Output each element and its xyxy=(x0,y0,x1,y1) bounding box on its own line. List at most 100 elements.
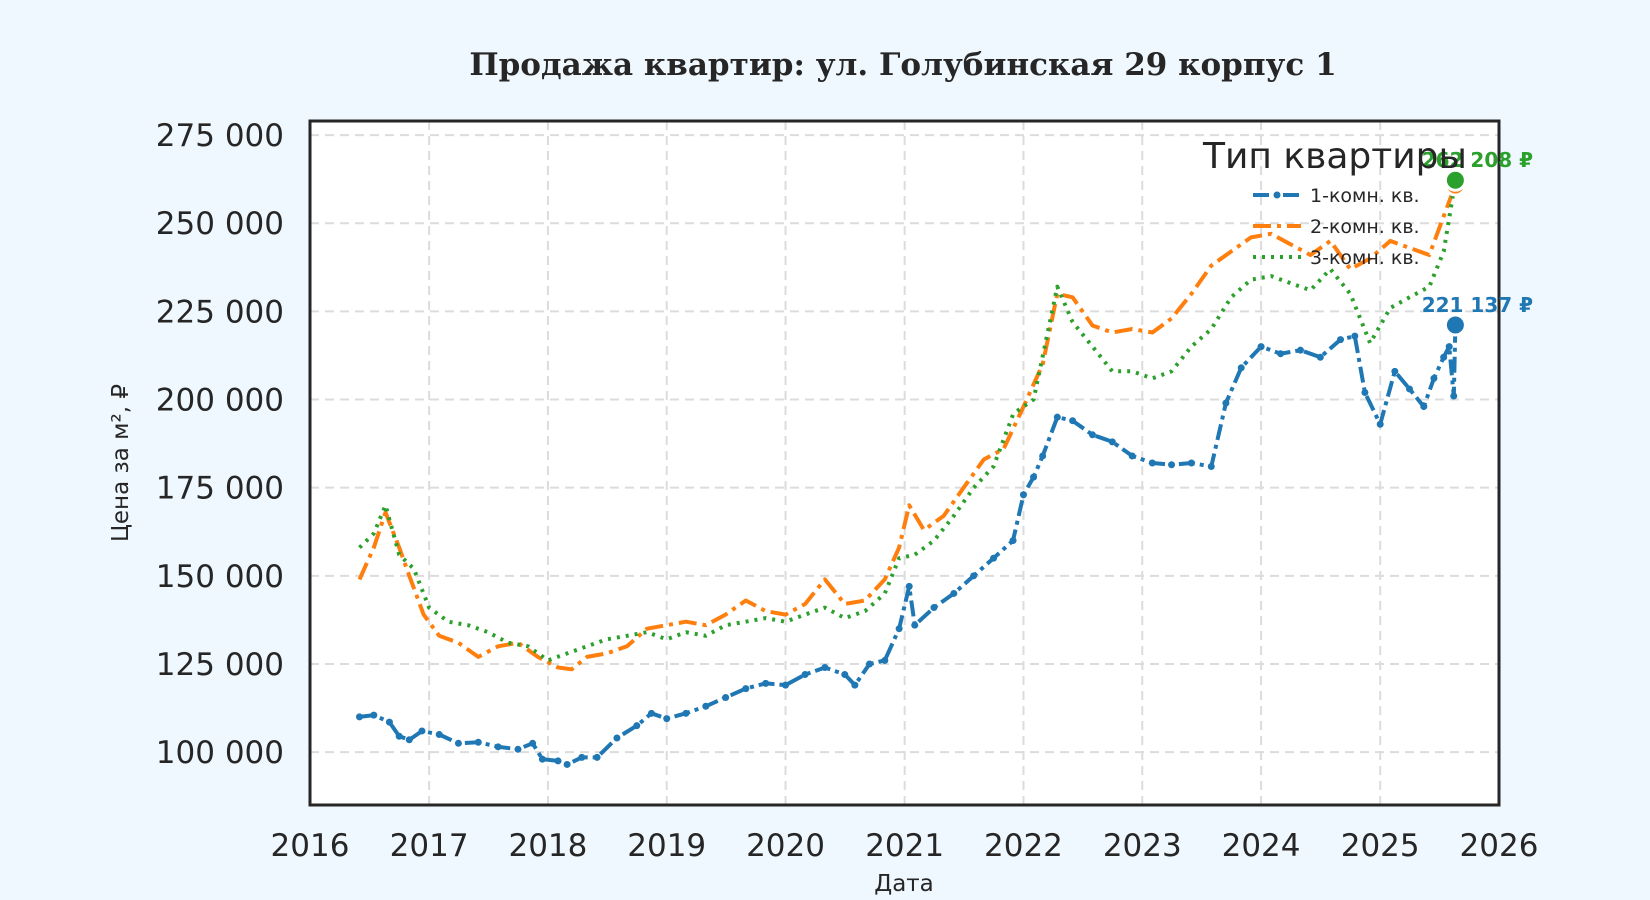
data-point xyxy=(1030,473,1038,481)
data-point xyxy=(1450,392,1458,400)
data-point xyxy=(1351,332,1359,340)
data-point xyxy=(1108,438,1116,446)
data-point xyxy=(682,709,690,717)
data-point xyxy=(1053,413,1061,421)
data-point xyxy=(1222,399,1230,407)
data-point xyxy=(1088,431,1096,439)
x-tick-label: 2016 xyxy=(271,828,350,864)
legend-label: 2-комн. кв. xyxy=(1310,216,1420,238)
data-point xyxy=(494,743,502,751)
data-point xyxy=(1420,403,1428,411)
data-point xyxy=(742,685,750,693)
x-tick-label: 2026 xyxy=(1460,828,1539,864)
data-point xyxy=(1445,343,1453,351)
data-point xyxy=(613,734,621,742)
y-tick-label: 250 000 xyxy=(156,206,284,242)
data-point xyxy=(663,715,671,723)
data-point xyxy=(1128,452,1136,460)
series-3-line xyxy=(358,179,1458,663)
data-point xyxy=(821,663,829,671)
data-point xyxy=(905,582,913,590)
series-2-line xyxy=(357,184,1458,672)
data-point xyxy=(474,738,482,746)
data-point xyxy=(647,709,655,717)
data-point xyxy=(866,660,874,668)
data-point xyxy=(1187,459,1195,467)
data-point xyxy=(895,625,903,633)
series-1-line xyxy=(355,321,1459,768)
data-point xyxy=(355,713,363,721)
data-point xyxy=(1019,491,1027,499)
x-tick-label: 2025 xyxy=(1341,828,1420,864)
data-point xyxy=(950,589,958,597)
y-axis-ticks: 100 000 125 000 150 000 175 000 200 000 225 0… xyxy=(156,118,284,771)
data-point xyxy=(851,681,859,689)
data-point xyxy=(1207,463,1215,471)
x-axis-label: Дата xyxy=(874,871,934,897)
data-point xyxy=(782,681,790,689)
legend-item-1: 1-комн. кв. xyxy=(1253,185,1420,207)
data-point xyxy=(722,693,730,701)
legend-label: 1-комн. кв. xyxy=(1310,185,1420,207)
data-point xyxy=(1430,374,1438,382)
data-point xyxy=(1039,452,1047,460)
plot-frame xyxy=(308,119,1501,807)
legend-label: 3-комн. кв. xyxy=(1310,247,1420,269)
data-point xyxy=(418,727,426,735)
data-point xyxy=(1296,346,1304,354)
data-point xyxy=(633,722,641,730)
data-point xyxy=(1277,350,1285,358)
chart-title: Продажа квартир: ул. Голубинская 29 корп… xyxy=(469,47,1336,83)
data-point xyxy=(970,572,978,580)
y-tick-label: 150 000 xyxy=(156,559,284,595)
data-point xyxy=(1237,364,1245,372)
y-axis-label: Цена за м², ₽ xyxy=(108,384,134,542)
data-point xyxy=(514,745,522,753)
data-point xyxy=(370,711,378,719)
data-point xyxy=(1257,343,1265,351)
last-value-label: 221 137 ₽ xyxy=(1422,293,1533,317)
data-point xyxy=(1316,353,1324,361)
data-point xyxy=(1405,385,1413,393)
data-point xyxy=(1336,336,1344,344)
data-point xyxy=(841,671,849,679)
x-tick-label: 2022 xyxy=(984,828,1063,864)
data-point xyxy=(881,656,889,664)
data-point xyxy=(1168,461,1176,469)
y-tick-label: 100 000 xyxy=(156,735,284,771)
y-tick-label: 125 000 xyxy=(156,647,284,683)
x-tick-label: 2021 xyxy=(865,828,944,864)
y-tick-label: 200 000 xyxy=(156,383,284,419)
data-point xyxy=(538,755,546,763)
x-tick-label: 2017 xyxy=(390,828,469,864)
series-layer xyxy=(355,179,1459,768)
data-point xyxy=(405,736,413,744)
last-value-label: 262 208 ₽ xyxy=(1422,148,1533,172)
data-point xyxy=(1391,367,1399,375)
data-point xyxy=(1009,537,1017,545)
data-point xyxy=(578,753,586,761)
data-point xyxy=(762,679,770,687)
legend-item-2: 2-комн. кв. xyxy=(1253,216,1420,238)
last-value-marker xyxy=(1443,168,1467,192)
data-point xyxy=(593,753,601,761)
data-point xyxy=(801,671,809,679)
legend: Тип квартиры 1-комн. кв. 2-комн. кв. 3-ком… xyxy=(1202,136,1467,269)
y-tick-label: 225 000 xyxy=(156,294,284,330)
data-point xyxy=(435,730,443,738)
data-point xyxy=(1069,417,1077,425)
data-point xyxy=(529,739,537,747)
x-tick-label: 2024 xyxy=(1222,828,1301,864)
data-point xyxy=(1440,353,1448,361)
y-tick-label: 175 000 xyxy=(156,471,284,507)
data-point xyxy=(1361,388,1369,396)
y-tick-label: 275 000 xyxy=(156,118,284,154)
data-point xyxy=(911,621,919,629)
legend-title: Тип квартиры xyxy=(1202,136,1467,177)
x-axis-ticks: 2016 2017 2018 2019 2020 2021 2022 2023 2024 2025… xyxy=(271,828,1539,864)
legend-marker xyxy=(1273,191,1281,199)
data-point xyxy=(563,760,571,768)
series-path xyxy=(357,184,1458,672)
data-point xyxy=(930,604,938,612)
